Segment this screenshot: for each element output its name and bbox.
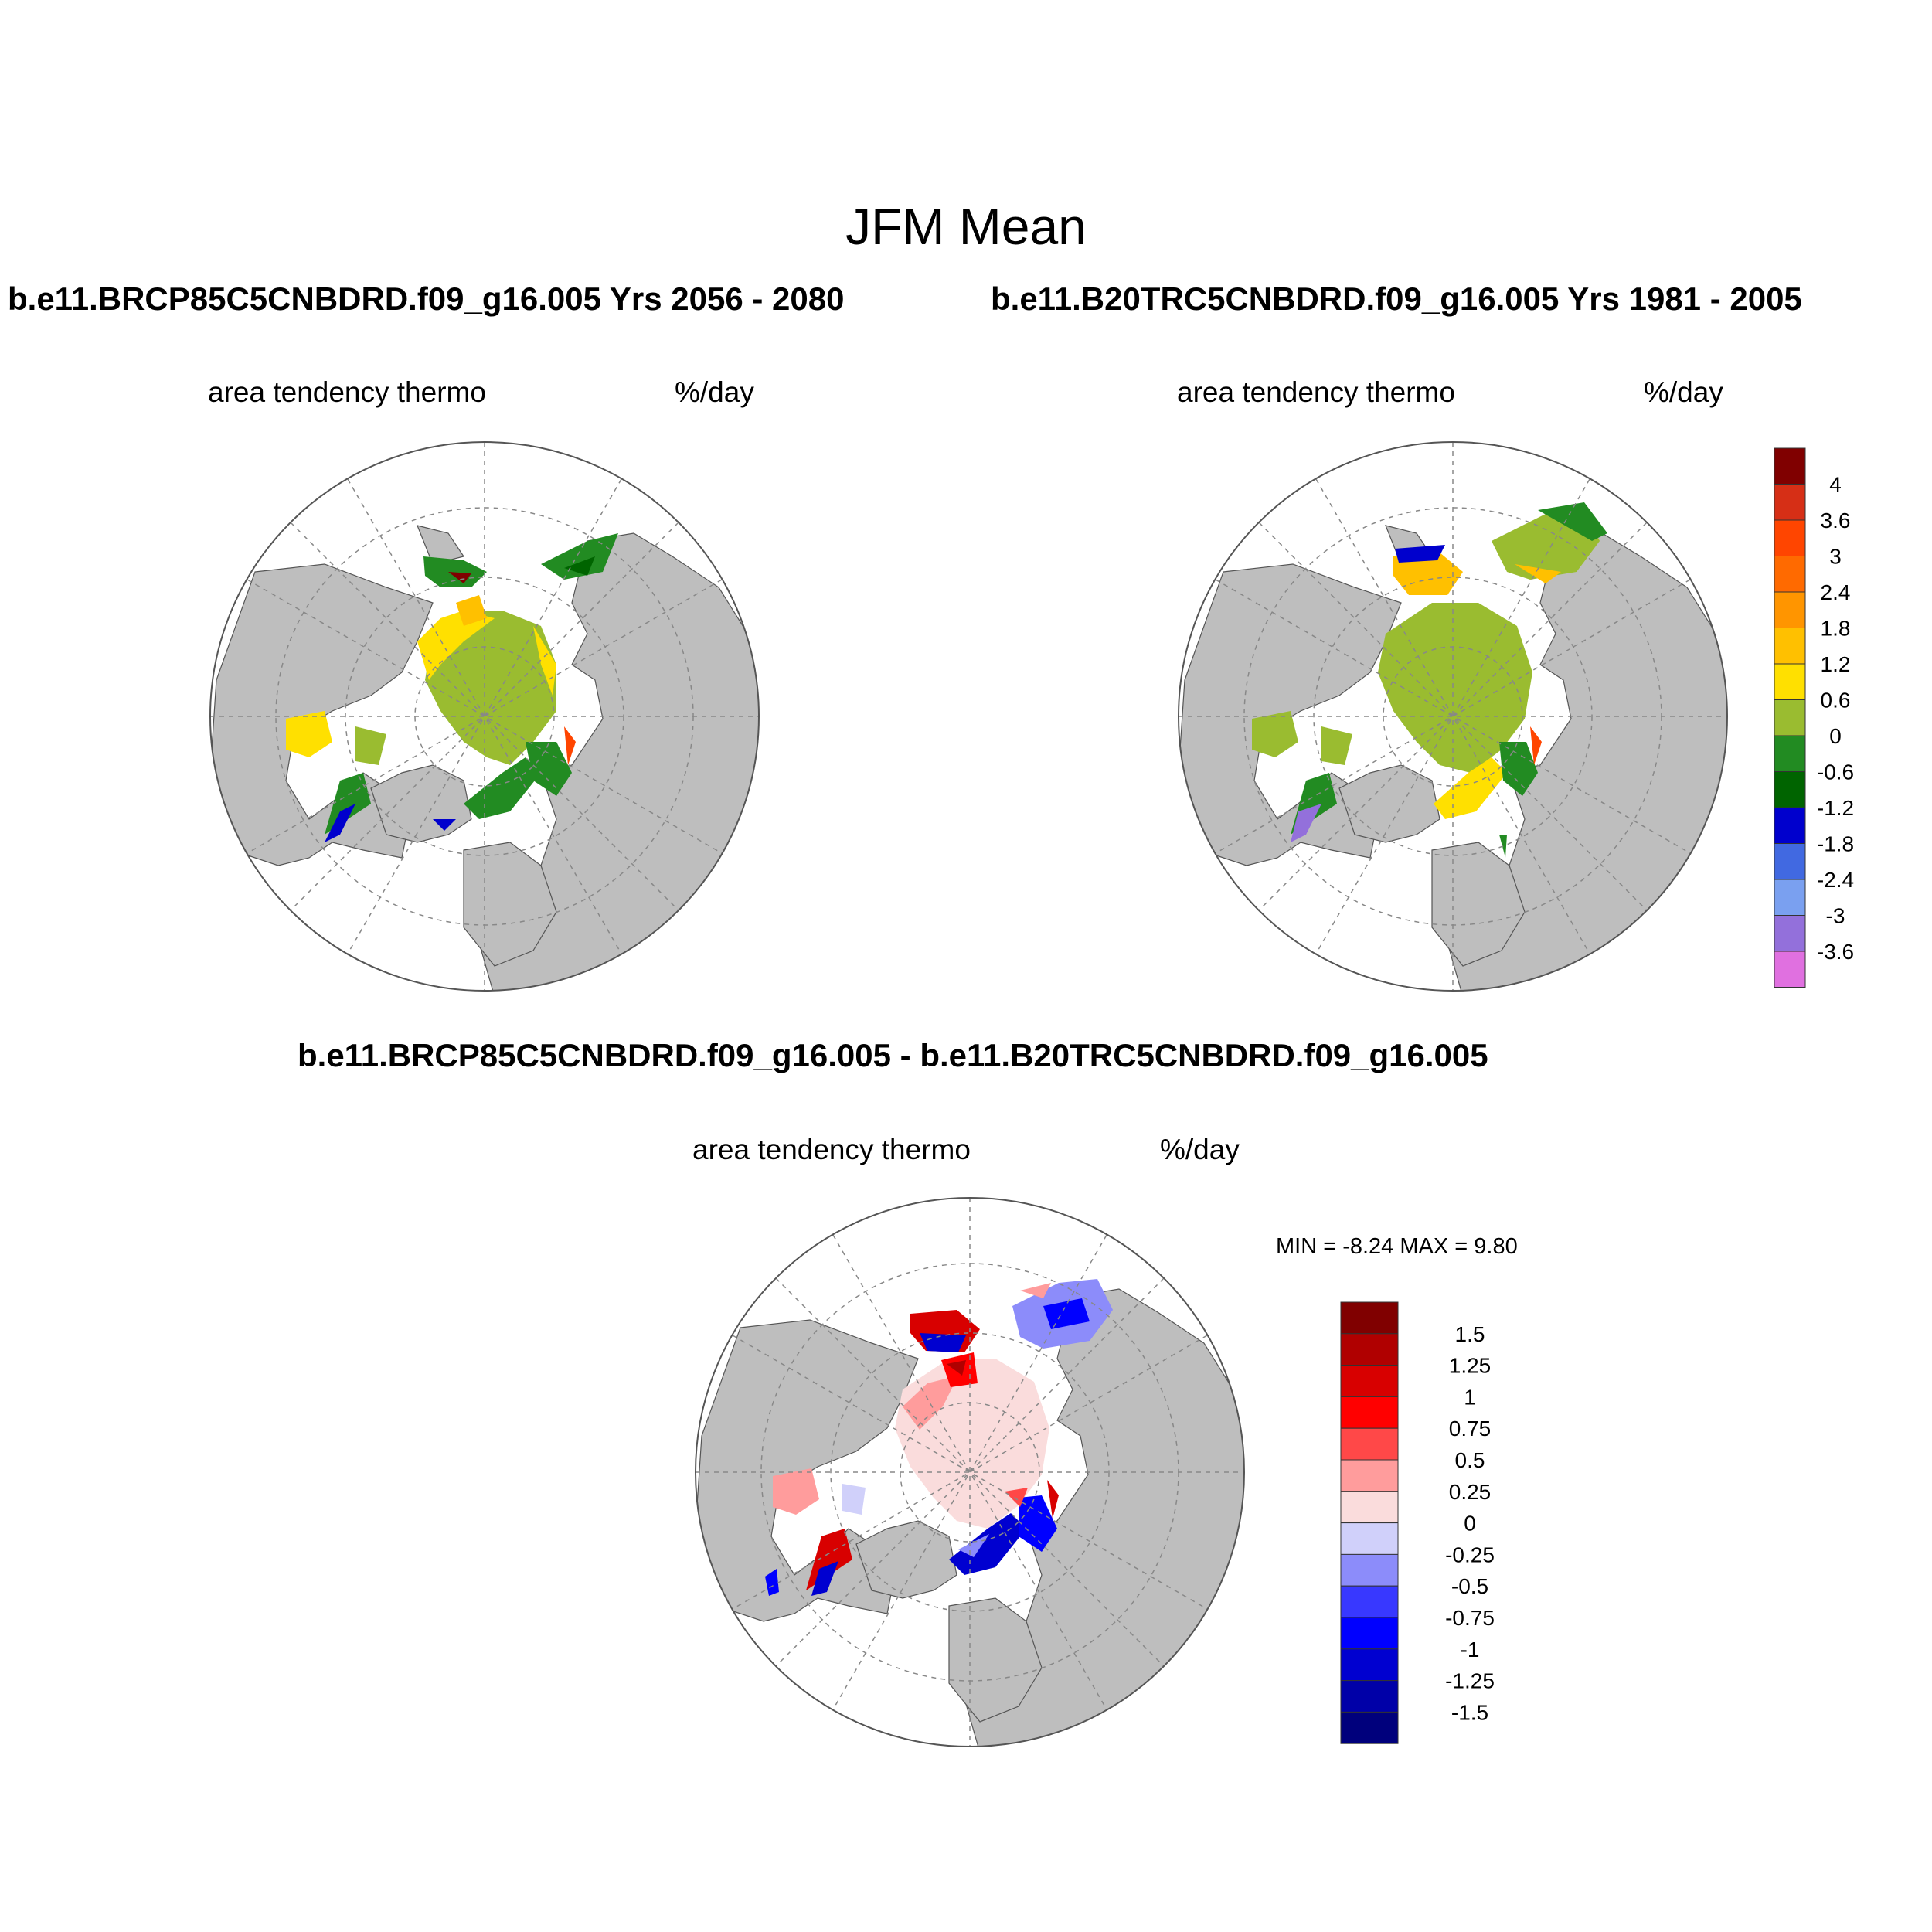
colorbar-swatch (1774, 879, 1806, 916)
colorbar-swatch (1340, 1459, 1399, 1492)
colorbar-tick-label: 0.6 (1821, 689, 1851, 713)
colorbar-swatch (1340, 1522, 1399, 1555)
colorbar-swatch (1774, 628, 1806, 665)
colorbar-swatch (1774, 915, 1806, 952)
min-max-label: MIN = -8.24 MAX = 9.80 (1276, 1234, 1518, 1259)
colorbar-swatch (1340, 1333, 1399, 1366)
colorbar-swatch (1340, 1585, 1399, 1618)
colorbar-swatch (1340, 1553, 1399, 1587)
right-variable-label: area tendency thermo (1177, 376, 1455, 408)
colorbar-tick-label: -1.5 (1451, 1700, 1488, 1724)
colorbar-tick-label: 2.4 (1821, 580, 1851, 604)
right-map-border (1178, 441, 1728, 992)
diff-case-title: b.e11.BRCP85C5CNBDRD.f09_g16.005 - b.e11… (298, 1037, 1488, 1073)
colorbar-swatch (1774, 771, 1806, 808)
left-case-title: b.e11.BRCP85C5CNBDRD.f09_g16.005 Yrs 205… (8, 281, 845, 317)
main-title: JFM Mean (845, 198, 1087, 255)
colorbar-swatch (1774, 663, 1806, 700)
colorbar-tick-label: 1.5 (1455, 1322, 1485, 1346)
colorbar-tick-label: -0.6 (1817, 760, 1854, 784)
colorbar-swatch (1774, 807, 1806, 844)
sea-ice-field (1252, 502, 1607, 858)
diff-units-label: %/day (1160, 1134, 1240, 1165)
colorbar-tick-label: 3 (1829, 545, 1842, 569)
graticule (696, 1198, 1244, 1747)
colorbar-tick-label: 1.25 (1449, 1354, 1492, 1378)
colorbar-tick-label: -1 (1461, 1638, 1480, 1662)
graticule (1179, 442, 1727, 991)
colorbar-tick-label: 4 (1829, 473, 1842, 497)
left-variable-label: area tendency thermo (208, 376, 486, 408)
left-units-label: %/day (675, 376, 754, 408)
colorbar-swatch (1774, 591, 1806, 628)
colorbar-swatch (1774, 735, 1806, 772)
right-units-label: %/day (1644, 376, 1723, 408)
left-map-border (209, 441, 760, 992)
colorbar-swatch (1340, 1301, 1399, 1335)
diff-map-border (695, 1197, 1245, 1747)
colorbar-swatch (1774, 843, 1806, 880)
right-case-title: b.e11.B20TRC5CNBDRD.f09_g16.005 Yrs 1981… (991, 281, 1802, 317)
colorbar-tick-label: -0.5 (1451, 1574, 1488, 1598)
graticule (210, 442, 759, 991)
colorbar-swatch (1340, 1680, 1399, 1713)
diff-variable-label: area tendency thermo (692, 1134, 971, 1165)
colorbar-swatch (1774, 556, 1806, 593)
colorbar-swatch (1340, 1711, 1399, 1744)
colorbar-tick-label: -1.2 (1817, 796, 1854, 820)
colorbar-tick-label: -0.25 (1445, 1543, 1495, 1566)
colorbar-tick-label: 0.5 (1455, 1448, 1485, 1472)
colorbar-tick-label: -2.4 (1817, 868, 1854, 892)
colorbar-swatch (1340, 1427, 1399, 1461)
colorbar-swatch (1774, 484, 1806, 521)
colorbar-tick-label: -3.6 (1817, 940, 1854, 964)
colorbar-tick-label: 0 (1829, 724, 1842, 748)
diff-colorbar: 1.5 1.25 1 0.75 0.5 0.25 0 -0.25 -0.5 -0.75 -1 -1.2… (1340, 1301, 1495, 1744)
colorbar-tick-label: 1 (1464, 1385, 1476, 1409)
colorbar-tick-label: -3 (1826, 904, 1845, 928)
left-polar-map (210, 442, 759, 991)
colorbar-swatch (1340, 1648, 1399, 1682)
colorbar-swatch (1774, 951, 1806, 988)
diff-polar-map (696, 1198, 1244, 1747)
colorbar-swatch (1774, 519, 1806, 556)
main-colorbar: 4 3.6 3 2.4 1.8 1.2 0.6 0 -0.6 -1.2 -1.8 -2.4 -3 -3.6 (1774, 447, 1854, 988)
colorbar-swatch (1774, 447, 1806, 485)
colorbar-swatch (1340, 1365, 1399, 1397)
colorbar-tick-label: 3.6 (1821, 509, 1851, 532)
colorbar-swatch (1340, 1396, 1399, 1429)
right-polar-map (1179, 442, 1727, 991)
difference-field (765, 1279, 1113, 1596)
colorbar-tick-label: 1.2 (1821, 652, 1851, 676)
colorbar-tick-label: -1.8 (1817, 832, 1854, 856)
colorbar-swatch (1774, 699, 1806, 736)
colorbar-tick-label: 0.75 (1449, 1417, 1492, 1440)
colorbar-tick-label: -1.25 (1445, 1669, 1495, 1693)
colorbar-tick-label: -0.75 (1445, 1606, 1495, 1630)
colorbar-swatch (1340, 1491, 1399, 1524)
colorbar-swatch (1340, 1617, 1399, 1650)
colorbar-tick-label: 0.25 (1449, 1480, 1492, 1504)
colorbar-tick-label: 0 (1464, 1512, 1476, 1536)
colorbar-tick-label: 1.8 (1821, 617, 1851, 641)
